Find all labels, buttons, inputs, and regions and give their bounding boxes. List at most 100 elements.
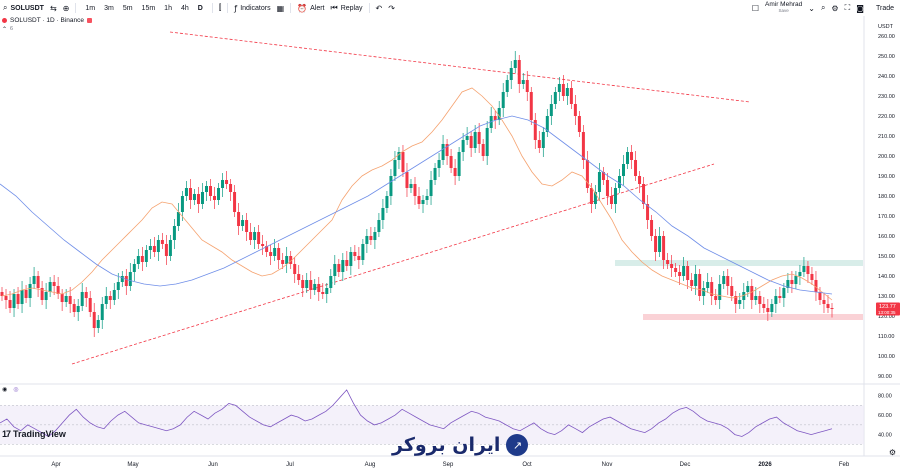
candle-body: [80, 292, 84, 306]
candle-body: [589, 188, 593, 204]
candle-body: [497, 108, 501, 120]
rsi-tick-label: 80.00: [878, 394, 892, 400]
candle-body: [682, 266, 686, 276]
candle-body: [237, 212, 241, 226]
axis-settings-icon[interactable]: ⚙: [888, 448, 896, 457]
candle-body: [477, 132, 481, 144]
candle-body: [778, 296, 782, 298]
trade-button[interactable]: Trade: [875, 4, 894, 12]
candle-body: [24, 290, 28, 298]
layout-square-icon[interactable]: ☐: [751, 3, 760, 13]
candle-body: [36, 276, 40, 288]
replay-button[interactable]: ⏮ Replay: [328, 0, 366, 16]
candle-body: [638, 176, 642, 184]
chevron-down-icon[interactable]: ⌄: [808, 3, 815, 13]
candle-body: [505, 80, 509, 92]
candle-body: [806, 266, 810, 274]
candle-body: [353, 252, 357, 256]
timeframe-group: 1m 3m 5m 15m 1h 4h D: [79, 0, 208, 16]
add-symbol-button[interactable]: ⊕: [60, 0, 73, 16]
watermark-logo-icon: ↗: [506, 434, 529, 456]
replay-label: Replay: [340, 4, 363, 12]
candle-body: [401, 152, 405, 172]
alert-button[interactable]: ⏰ Alert: [294, 0, 327, 16]
candle-body: [381, 208, 385, 220]
candle-body: [694, 274, 698, 286]
candle-body: [233, 192, 237, 212]
candle-body: [365, 236, 369, 244]
candle-body: [120, 276, 124, 282]
candle-body: [529, 92, 533, 120]
candle-body: [413, 184, 417, 196]
candle-body: [654, 236, 658, 252]
price-tick-label: 120.00: [878, 314, 895, 320]
price-chart[interactable]: 260.00 250.00 240.00 230.00 220.00 210.00 200.…: [0, 16, 900, 471]
candle-body: [337, 264, 341, 272]
tradingview-logo[interactable]: 17 TradingView: [2, 429, 66, 439]
time-axis-label: Sep: [443, 462, 454, 468]
candle-body: [249, 232, 253, 240]
candle-body: [325, 288, 329, 294]
candle-body: [4, 296, 8, 300]
fullscreen-icon[interactable]: ⛶: [844, 3, 851, 12]
settings-icon[interactable]: ⚙: [831, 3, 839, 13]
compare-icon: ⇆: [49, 3, 57, 13]
candle-body: [822, 300, 826, 304]
candle-body: [44, 292, 48, 300]
divider: [75, 3, 77, 13]
candle-body: [136, 256, 140, 264]
candle-body: [140, 256, 144, 262]
candle-body: [766, 308, 770, 312]
timeframe-5m[interactable]: 5m: [122, 4, 133, 12]
candle-body: [213, 196, 217, 200]
candle-body: [64, 296, 68, 302]
price-tick-label: 190.00: [878, 174, 895, 180]
search-icon[interactable]: ⌕: [820, 3, 826, 12]
candle-body: [405, 172, 409, 188]
time-axis-label: Apr: [51, 462, 60, 468]
candle-body: [577, 116, 581, 132]
undo-button[interactable]: ↶: [373, 0, 386, 16]
price-tick-label: 110.00: [878, 334, 894, 340]
candle-body: [742, 292, 746, 300]
symbol-search[interactable]: ⌕ SOLUSDT: [0, 0, 47, 16]
rsi-legend[interactable]: ◉ ◎: [2, 386, 19, 393]
candle-body: [184, 188, 188, 196]
rsi-line: [0, 389, 833, 437]
candle-body: [549, 104, 553, 116]
candle-body: [385, 196, 389, 208]
redo-button[interactable]: ↷: [385, 0, 398, 16]
candle-body: [605, 180, 609, 196]
layout-button[interactable]: ▦: [274, 0, 288, 16]
last-price-tag: [876, 302, 900, 316]
timeframe-3m[interactable]: 3m: [104, 4, 114, 12]
timeframe-1m[interactable]: 1m: [85, 4, 96, 12]
price-tick-label: 180.00: [878, 194, 895, 200]
compare-button[interactable]: ⇆: [47, 0, 60, 16]
candle-body: [726, 276, 730, 286]
candle-body: [433, 168, 437, 180]
indicators-button[interactable]: ƒ Indicators: [231, 0, 273, 16]
user-save-button[interactable]: Amir Mehrad Save: [765, 1, 802, 14]
legend-indicator-row[interactable]: ⌃ 6: [2, 26, 13, 33]
candle-body: [646, 204, 650, 220]
ema-fast-line: [1, 87, 833, 301]
rsi-tick-label: 40.00: [878, 433, 892, 439]
timeframe-1h[interactable]: 1h: [164, 4, 172, 12]
candle-body: [662, 236, 666, 260]
chart-legend: SOLUSDT · 1D · Binance: [2, 17, 92, 24]
chart-type-button[interactable]: ⫿: [216, 0, 225, 16]
candle-body: [393, 160, 397, 176]
candle-body: [802, 266, 806, 272]
timeframe-4h[interactable]: 4h: [180, 4, 189, 12]
timeframe-15m[interactable]: 15m: [141, 4, 156, 12]
camera-icon[interactable]: ◙: [856, 3, 864, 13]
time-axis-label: 2026: [758, 462, 772, 468]
candle-body: [762, 304, 766, 308]
candles-icon: ⫿: [218, 3, 222, 12]
candle-body: [261, 244, 265, 246]
candle-body: [634, 160, 638, 176]
candle-body: [361, 244, 365, 260]
candle-body: [798, 272, 802, 276]
timeframe-d[interactable]: D: [197, 4, 203, 12]
